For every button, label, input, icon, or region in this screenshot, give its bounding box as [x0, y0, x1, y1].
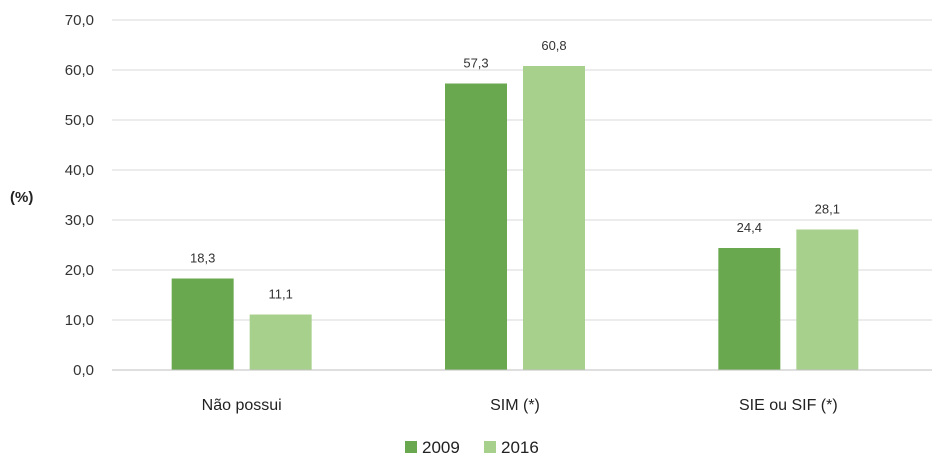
- legend-swatch-2016: [484, 441, 496, 453]
- data-label: 60,8: [541, 38, 566, 53]
- category-label: Não possui: [202, 397, 282, 414]
- category-labels: Não possui SIM (*) SIE ou SIF (*): [202, 397, 838, 414]
- legend-label-2009: 2009: [422, 438, 460, 455]
- category-label: SIE ou SIF (*): [739, 397, 838, 414]
- gridlines: [112, 19, 932, 321]
- data-label: 18,3: [190, 251, 215, 266]
- y-tick-label: 30,0: [65, 212, 94, 229]
- y-tick-label: 50,0: [65, 112, 94, 129]
- data-label: 57,3: [463, 56, 488, 71]
- legend-swatch-2009: [405, 441, 417, 453]
- y-axis-ticks: 0,0 10,0 20,0 30,0 40,0 50,0 60,0 70,0: [65, 12, 94, 379]
- category-label: SIM (*): [490, 397, 540, 414]
- y-tick-label: 20,0: [65, 262, 94, 279]
- data-label: 28,1: [815, 202, 840, 217]
- bar-2009: [718, 248, 781, 370]
- y-tick-label: 40,0: [65, 162, 94, 179]
- y-tick-label: 70,0: [65, 12, 94, 29]
- y-tick-label: 10,0: [65, 312, 94, 329]
- bar-2009: [445, 83, 507, 370]
- bars: [171, 66, 859, 370]
- bar-2016: [249, 314, 312, 370]
- data-labels: 18,3 11,1 57,3 60,8 24,4 28,1: [190, 38, 840, 302]
- legend: 2009 2016: [405, 438, 539, 455]
- y-tick-label: 0,0: [73, 362, 94, 379]
- data-label: 11,1: [268, 287, 292, 302]
- y-axis-label: (%): [10, 189, 33, 206]
- data-label: 24,4: [737, 220, 762, 235]
- legend-label-2016: 2016: [501, 438, 539, 455]
- bar-2009: [171, 278, 234, 370]
- bar-2016: [523, 66, 585, 370]
- bar-2016: [796, 229, 859, 370]
- y-tick-label: 60,0: [65, 62, 94, 79]
